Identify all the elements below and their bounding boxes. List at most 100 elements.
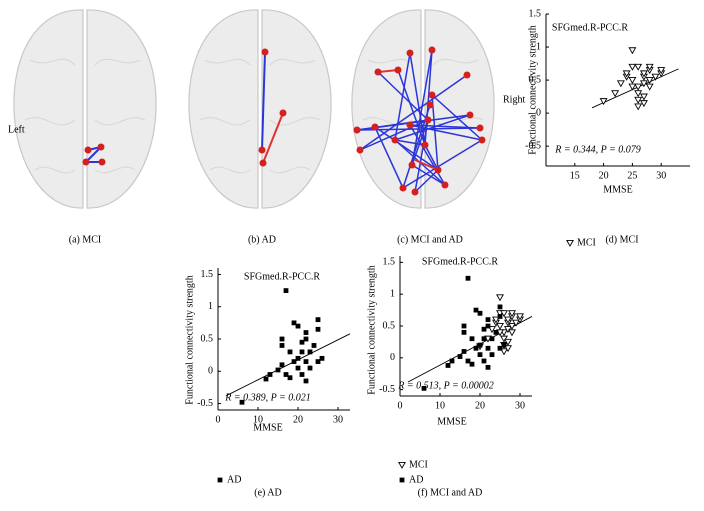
x-tick-label: 20 [293, 414, 303, 425]
y-tick-label: 0 [390, 352, 395, 363]
network-node [478, 136, 486, 144]
point [508, 322, 516, 330]
point [634, 63, 643, 71]
point [645, 63, 654, 71]
y-axis-label: Functional connectivity strength [184, 275, 195, 404]
y-tick-label: 1 [536, 41, 541, 52]
x-tick-label: 30 [333, 414, 343, 425]
point [616, 80, 625, 88]
left-label: Left [8, 124, 25, 135]
point [639, 80, 648, 88]
point [307, 349, 313, 355]
point [477, 352, 483, 358]
x-tick-label: 20 [599, 170, 609, 181]
x-axis-label: MMSE [437, 416, 466, 427]
point [645, 83, 654, 91]
caption: (c) MCI and AD [397, 234, 463, 245]
point [512, 319, 520, 327]
chart-title: SFGmed.R-PCC.R [244, 271, 320, 282]
point [299, 372, 305, 377]
legend-marker [566, 239, 574, 247]
point [489, 336, 495, 342]
point [628, 47, 637, 55]
point [485, 317, 491, 323]
point [449, 358, 455, 364]
network-node [406, 49, 414, 57]
network-edge [374, 126, 404, 189]
point [315, 326, 321, 332]
point [287, 349, 293, 355]
point [461, 349, 467, 354]
y-tick-label: 0 [208, 366, 213, 377]
point [315, 317, 321, 323]
point [516, 313, 524, 321]
point [473, 307, 479, 313]
point [508, 329, 516, 337]
legend-label: AD [227, 474, 241, 485]
point [657, 67, 666, 75]
point [634, 83, 643, 91]
annotation: R = 0.389, P = 0.021 [224, 392, 311, 403]
legend-marker [398, 461, 406, 469]
point [291, 320, 297, 326]
y-tick-label: -0.5 [379, 384, 395, 395]
point [645, 77, 654, 84]
point [628, 77, 637, 84]
network-edge [411, 49, 433, 166]
network-node [463, 71, 471, 79]
x-tick-label: 30 [656, 170, 666, 181]
point [267, 372, 273, 377]
point [307, 365, 313, 371]
network-node [441, 181, 449, 189]
point [275, 367, 281, 373]
point [481, 326, 487, 332]
network-edge [402, 139, 483, 189]
brain-c [351, 9, 495, 209]
network-node [411, 188, 419, 196]
y-tick-label: 0.5 [529, 74, 542, 85]
y-axis-label: Functional connectivity strength [366, 265, 377, 394]
point [611, 90, 620, 98]
y-tick-label: 0 [536, 107, 541, 118]
point [500, 310, 508, 318]
point [465, 358, 471, 364]
network-node [371, 123, 379, 131]
brain-a [13, 9, 157, 209]
network-edge [394, 114, 471, 141]
point [279, 362, 285, 368]
legend-label: AD [409, 474, 423, 485]
point [599, 98, 608, 106]
x-tick-label: 20 [475, 400, 485, 411]
x-tick-label: 0 [216, 414, 221, 425]
y-axis-label: Functional connectivity strength [527, 25, 538, 154]
point [497, 314, 503, 319]
point [421, 385, 427, 391]
point [497, 304, 503, 310]
caption: (a) MCI [69, 234, 102, 245]
network-node [391, 136, 399, 144]
point [461, 329, 467, 335]
fit-line [591, 68, 679, 109]
point [299, 339, 305, 345]
y-tick-label: 1.5 [529, 8, 542, 19]
point [469, 361, 475, 367]
point [485, 364, 491, 370]
network-edge [431, 94, 483, 141]
y-tick-label: 1 [390, 288, 395, 299]
network-node [424, 116, 432, 124]
annotation: R = 0.344, P = 0.079 [554, 144, 641, 155]
network-edge [414, 169, 439, 193]
point [485, 345, 491, 351]
point [461, 323, 467, 329]
network-edge [414, 159, 439, 171]
legend-label: MCI [409, 459, 428, 470]
point [283, 372, 289, 377]
point [496, 322, 504, 330]
x-tick-label: 10 [435, 400, 445, 411]
y-tick-label: 1.5 [383, 257, 396, 268]
point [465, 275, 471, 281]
network-node [476, 124, 484, 132]
network-edge [374, 126, 439, 171]
point [497, 345, 503, 351]
